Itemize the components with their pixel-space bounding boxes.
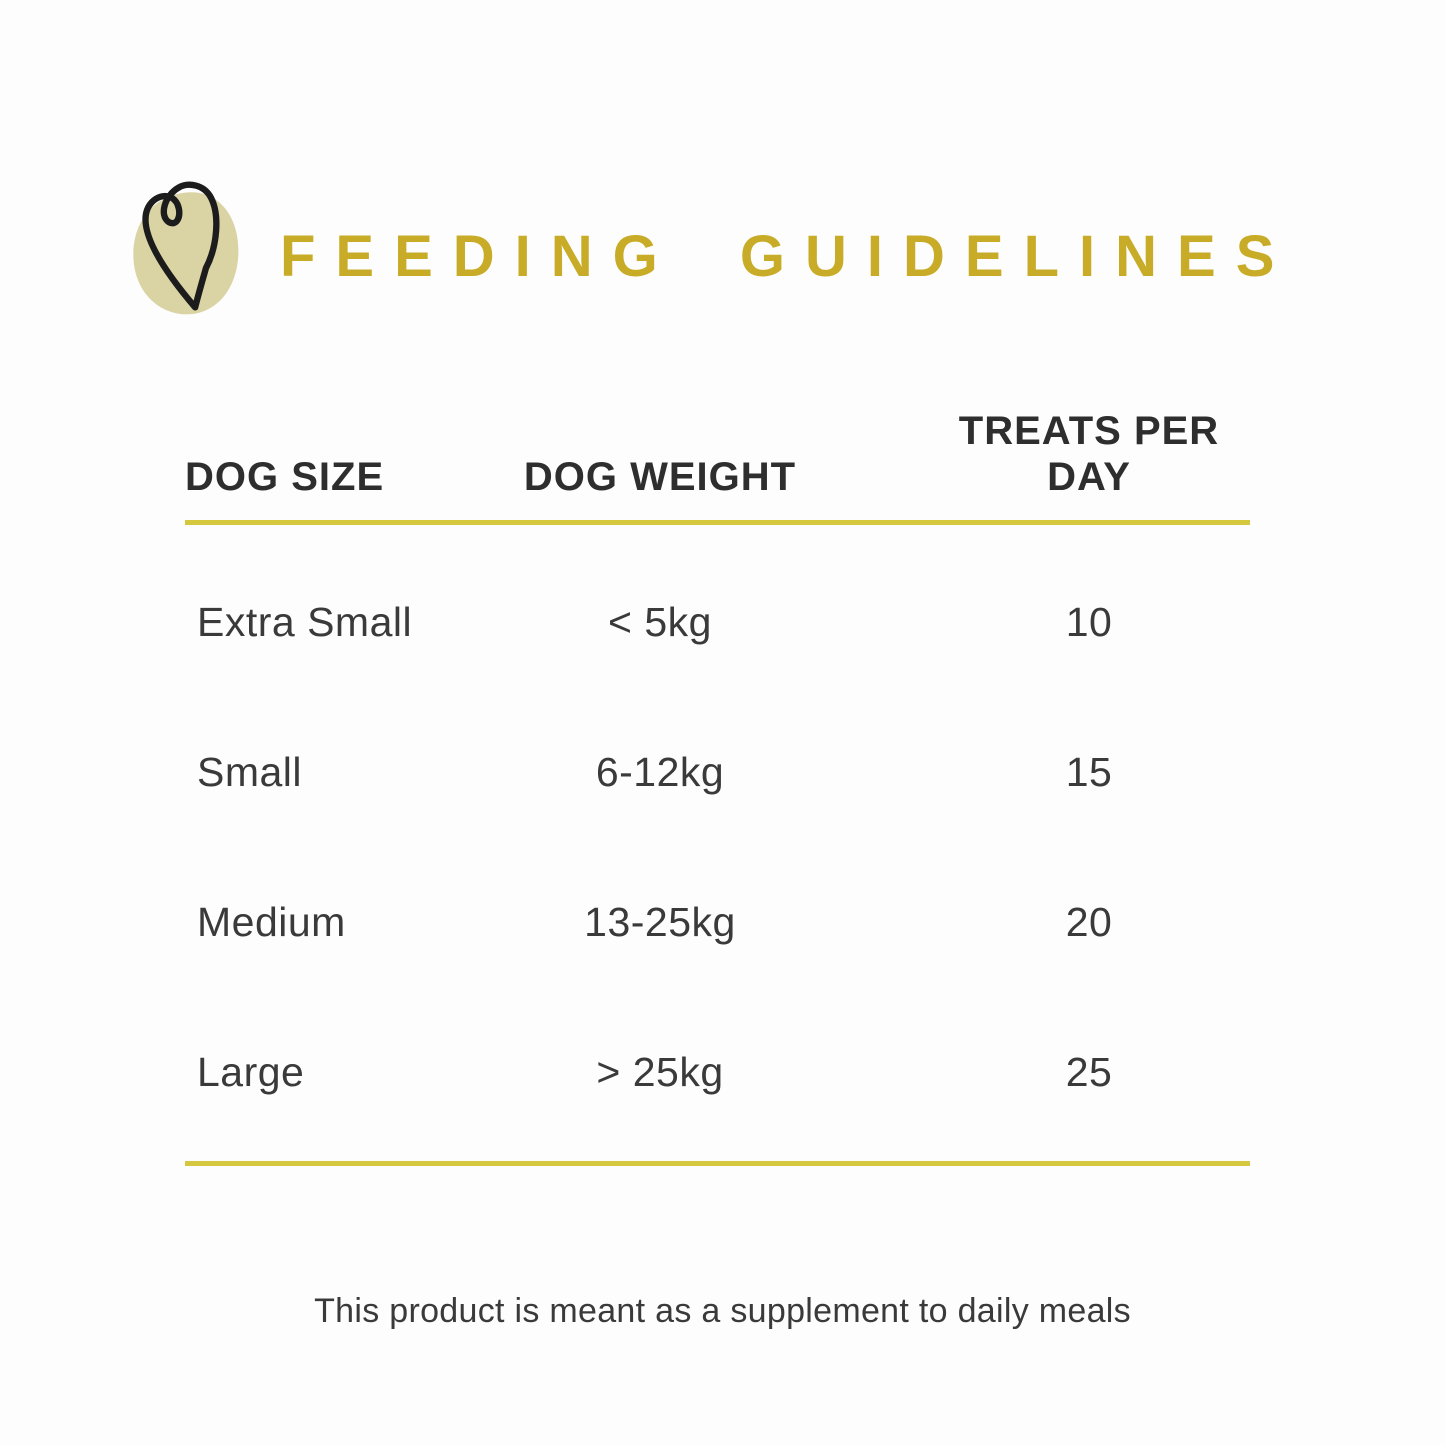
table-row: Medium 13-25kg 20 <box>185 847 1250 997</box>
column-header-dog-size: DOG SIZE <box>185 455 385 499</box>
table-header-row: DOG SIZE DOG WEIGHT TREATS PER DAY <box>185 408 1250 525</box>
cell-dog-size: Large <box>197 1048 305 1095</box>
khaki-blob-shape <box>133 192 239 315</box>
cell-dog-weight: 6-12kg <box>595 748 725 795</box>
cell-treats-per-day: 15 <box>1065 748 1113 795</box>
table-row: Large > 25kg 25 <box>185 997 1250 1147</box>
column-header-dog-weight: DOG WEIGHT <box>523 455 797 499</box>
cell-dog-weight: < 5kg <box>608 598 712 645</box>
table-row: Extra Small < 5kg 10 <box>185 547 1250 697</box>
cell-treats-per-day: 20 <box>1065 898 1113 945</box>
column-header-treats-per-day: TREATS PER DAY <box>958 409 1220 499</box>
cell-dog-size: Small <box>197 748 303 795</box>
heart-outline <box>142 181 220 311</box>
cell-treats-per-day: 25 <box>1065 1048 1113 1095</box>
page-title: FEEDING GUIDELINES <box>280 224 1295 289</box>
table-body: Extra Small < 5kg 10 Small 6-12kg 15 Med… <box>185 525 1250 1166</box>
header: FEEDING GUIDELINES <box>128 172 1294 324</box>
footnote: This product is meant as a supplement to… <box>314 1292 1131 1330</box>
cell-dog-size: Extra Small <box>197 598 413 645</box>
cell-dog-weight: 13-25kg <box>584 898 736 945</box>
heart-icon <box>128 172 278 324</box>
cell-dog-size: Medium <box>197 898 346 945</box>
table-row: Small 6-12kg 15 <box>185 697 1250 847</box>
cell-dog-weight: > 25kg <box>596 1048 724 1095</box>
feeding-table: DOG SIZE DOG WEIGHT TREATS PER DAY Extra… <box>185 408 1250 1166</box>
cell-treats-per-day: 10 <box>1065 598 1113 645</box>
